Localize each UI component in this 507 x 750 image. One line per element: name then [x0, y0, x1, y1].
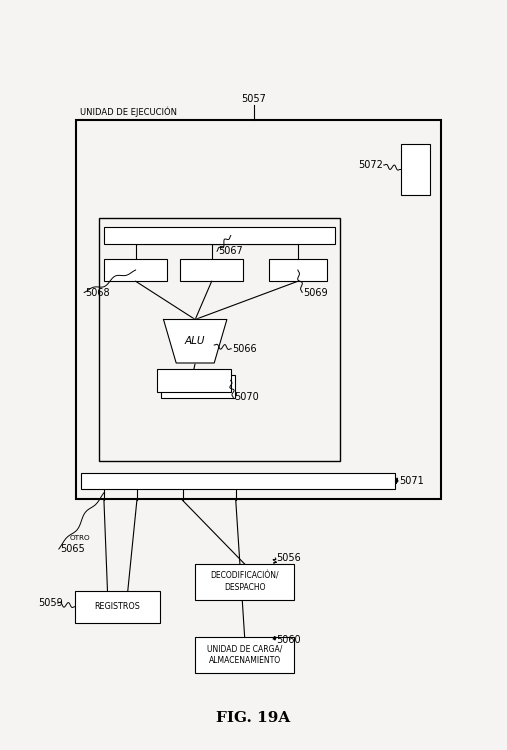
Text: 5059: 5059	[38, 598, 63, 608]
Bar	[99, 217, 340, 461]
Text: 5071: 5071	[399, 476, 424, 486]
Bar	[195, 564, 294, 600]
Bar	[269, 259, 327, 281]
Text: 5065: 5065	[60, 544, 85, 554]
Text: FIG. 19A: FIG. 19A	[216, 712, 291, 725]
Text: 5072: 5072	[358, 160, 383, 170]
Polygon shape	[163, 320, 227, 363]
Text: 5066: 5066	[232, 344, 257, 354]
Text: 5067: 5067	[218, 246, 243, 256]
Bar	[81, 472, 395, 489]
Text: ALU: ALU	[185, 336, 205, 346]
Bar	[104, 259, 167, 281]
Text: 5060: 5060	[276, 634, 301, 645]
Text: 5056: 5056	[276, 553, 301, 563]
Bar	[104, 227, 335, 244]
Text: 5068: 5068	[85, 287, 110, 298]
Bar	[195, 637, 294, 673]
Text: REGISTROS: REGISTROS	[95, 602, 140, 611]
Text: OTRO: OTRO	[70, 536, 91, 542]
Bar	[180, 259, 243, 281]
Text: UNIDAD DE CARGA/
ALMACENAMIENTO: UNIDAD DE CARGA/ ALMACENAMIENTO	[207, 645, 282, 664]
Text: 5057: 5057	[241, 94, 266, 104]
Bar	[161, 375, 235, 398]
Text: 5070: 5070	[234, 392, 259, 403]
Bar	[76, 120, 441, 499]
Text: UNIDAD DE EJECUCIÓN: UNIDAD DE EJECUCIÓN	[80, 106, 177, 117]
Text: DECODIFICACIÓN/
DESPACHO: DECODIFICACIÓN/ DESPACHO	[210, 572, 279, 592]
Text: 5069: 5069	[303, 287, 328, 298]
Bar	[75, 591, 160, 622]
Bar	[157, 369, 231, 392]
Bar	[401, 144, 430, 195]
